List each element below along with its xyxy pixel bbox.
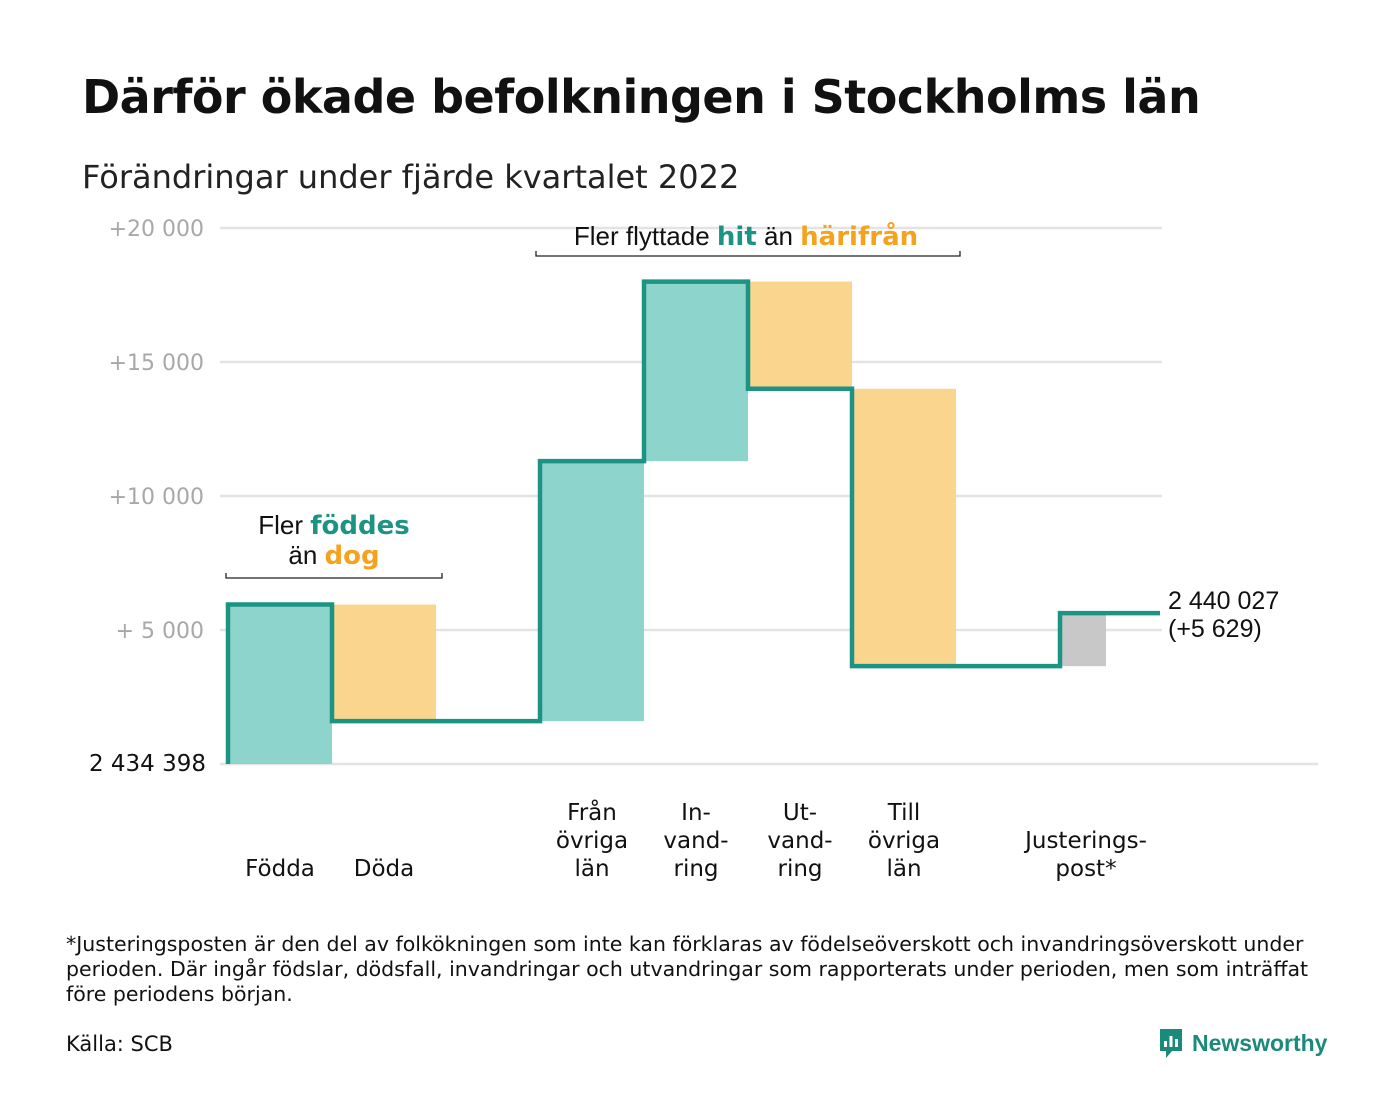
footnote: *Justeringsposten är den del av folkökni… (66, 932, 1309, 1006)
waterfall-chart: +20 000 +15 000 +10 000 + 5 000 2 434 398 2 4… (89, 217, 1318, 882)
running-total-line (225, 279, 1160, 764)
y-tick-label: + 5 000 (116, 619, 204, 644)
annotation-segment: härifrån (800, 220, 918, 252)
category-label: län (574, 856, 609, 882)
category-label: län (886, 856, 921, 882)
annotation-segment: föddes (310, 511, 410, 541)
start-value-label: 2 434 398 (89, 751, 206, 777)
bar-6 (852, 388, 956, 667)
brand-name: Newsworthy (1192, 1029, 1328, 1056)
category-label: Döda (354, 856, 414, 882)
source-credit: Källa: SCB (66, 1032, 173, 1056)
annotation-text: Fler föddes (258, 510, 410, 541)
chart-title: Därför ökade befolkningen i Stockholms l… (82, 70, 1201, 124)
bar-4 (644, 281, 748, 462)
end-value-label: (+5 629) (1168, 615, 1262, 643)
annotation-segment: dog (325, 541, 380, 571)
annotation-segment: Fler flyttade (574, 221, 717, 251)
category-label: Från (567, 798, 617, 826)
y-tick-label: +15 000 (109, 351, 204, 376)
category-label: övriga (556, 828, 628, 854)
chart-subtitle: Förändringar under fjärde kvartalet 2022 (82, 158, 740, 196)
bar-1 (332, 604, 436, 722)
category-label: Justerings- (1023, 828, 1147, 854)
newsworthy-logo-icon (1160, 1029, 1182, 1058)
category-label: Ut- (783, 800, 817, 826)
annotation-segment: hit (717, 222, 757, 252)
bar-5 (748, 281, 852, 389)
category-label: ring (673, 856, 718, 882)
annotation-text: Fler flyttade hit än härifrån (574, 220, 918, 252)
bar-0 (228, 604, 332, 764)
annotation-segment: Fler (258, 510, 310, 540)
category-label: övriga (868, 828, 940, 854)
category-label: Till (887, 800, 921, 826)
category-label: ring (777, 856, 822, 882)
y-tick-label: +10 000 (109, 485, 204, 510)
category-label: Födda (245, 856, 315, 882)
category-label: vand- (663, 828, 728, 854)
bar-3 (540, 461, 644, 722)
category-label: post* (1055, 856, 1116, 882)
brand-logo[interactable]: Newsworthy (1158, 1027, 1327, 1059)
y-tick-label: +20 000 (109, 217, 204, 242)
category-label: vand- (767, 828, 832, 854)
annotation-segment: än (288, 540, 324, 570)
end-value-label: 2 440 027 (1168, 587, 1279, 615)
annotation-text: än dog (288, 540, 379, 571)
annotation-segment: än (757, 221, 800, 251)
annotation-bracket (535, 251, 961, 257)
annotation-bracket (225, 573, 443, 579)
bar-8 (1060, 613, 1106, 667)
category-label: In- (681, 800, 711, 826)
